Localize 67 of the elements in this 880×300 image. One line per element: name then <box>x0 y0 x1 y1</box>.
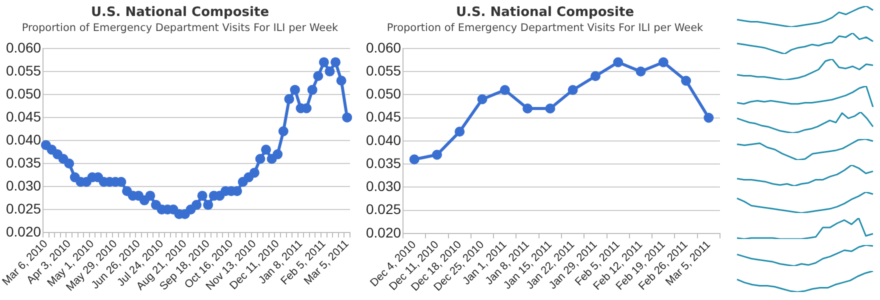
point <box>681 76 692 86</box>
y-tick-label: 0.045 <box>366 108 402 125</box>
point <box>290 84 300 95</box>
y-tick-label: 0.040 <box>366 132 402 148</box>
point <box>307 84 318 95</box>
y-tick-label: 0.055 <box>6 62 42 78</box>
point <box>186 204 196 215</box>
point <box>477 94 488 104</box>
point <box>255 154 266 164</box>
point <box>313 71 324 82</box>
point <box>192 200 202 210</box>
y-tick-label: 0.030 <box>366 178 402 194</box>
point <box>613 57 624 68</box>
y-tick-label: 0.030 <box>6 177 42 194</box>
point <box>197 190 208 201</box>
point <box>46 144 57 155</box>
point <box>658 57 668 68</box>
point <box>704 112 714 123</box>
point <box>590 71 600 82</box>
y-tick-label: 0.040 <box>6 131 42 148</box>
point <box>278 126 288 136</box>
y-tick-label: 0.020 <box>6 223 42 240</box>
point <box>70 172 80 182</box>
y-tick-label: 0.035 <box>366 154 402 171</box>
chart-title: U.S. National Composite <box>90 5 270 22</box>
y-tick-label: 0.025 <box>366 201 402 218</box>
point <box>409 154 420 164</box>
y-tick-label: 0.060 <box>366 39 402 56</box>
point <box>318 57 329 68</box>
point <box>342 112 352 122</box>
point <box>238 176 248 187</box>
y-tick-label: 0.050 <box>366 86 402 102</box>
point <box>40 140 51 150</box>
point <box>636 66 646 77</box>
point <box>150 200 161 210</box>
point <box>324 66 335 76</box>
point <box>244 172 254 182</box>
point <box>522 104 533 114</box>
y-tick-label: 0.055 <box>366 62 402 78</box>
y-tick-label: 0.050 <box>6 85 42 102</box>
point <box>330 57 341 68</box>
chart-title: U.S. National Composite <box>454 5 636 22</box>
point <box>568 85 578 96</box>
point <box>545 104 556 114</box>
point <box>145 190 156 201</box>
y-tick-label: 0.025 <box>6 200 42 216</box>
y-tick-label: 0.035 <box>6 154 42 170</box>
point <box>284 94 294 104</box>
y-tick-label: 0.020 <box>366 224 402 240</box>
y-tick-label: 0.045 <box>6 108 42 124</box>
chart-subtitle: Proportion of Emergency Department Visits For ILI per Week <box>386 22 704 36</box>
chart-subtitle: Proportion of Emergency Department Visits For ILI per Week <box>20 22 340 36</box>
point <box>52 149 63 160</box>
y-tick-label: 0.060 <box>6 39 42 56</box>
point <box>261 144 272 155</box>
point <box>249 168 260 178</box>
point <box>336 76 346 86</box>
point <box>454 126 465 137</box>
point <box>58 154 68 164</box>
point <box>139 195 150 206</box>
point <box>266 154 277 164</box>
point <box>203 200 214 210</box>
point <box>272 149 283 160</box>
point <box>64 158 74 168</box>
point <box>500 85 510 96</box>
point <box>432 150 442 160</box>
point <box>122 186 132 196</box>
